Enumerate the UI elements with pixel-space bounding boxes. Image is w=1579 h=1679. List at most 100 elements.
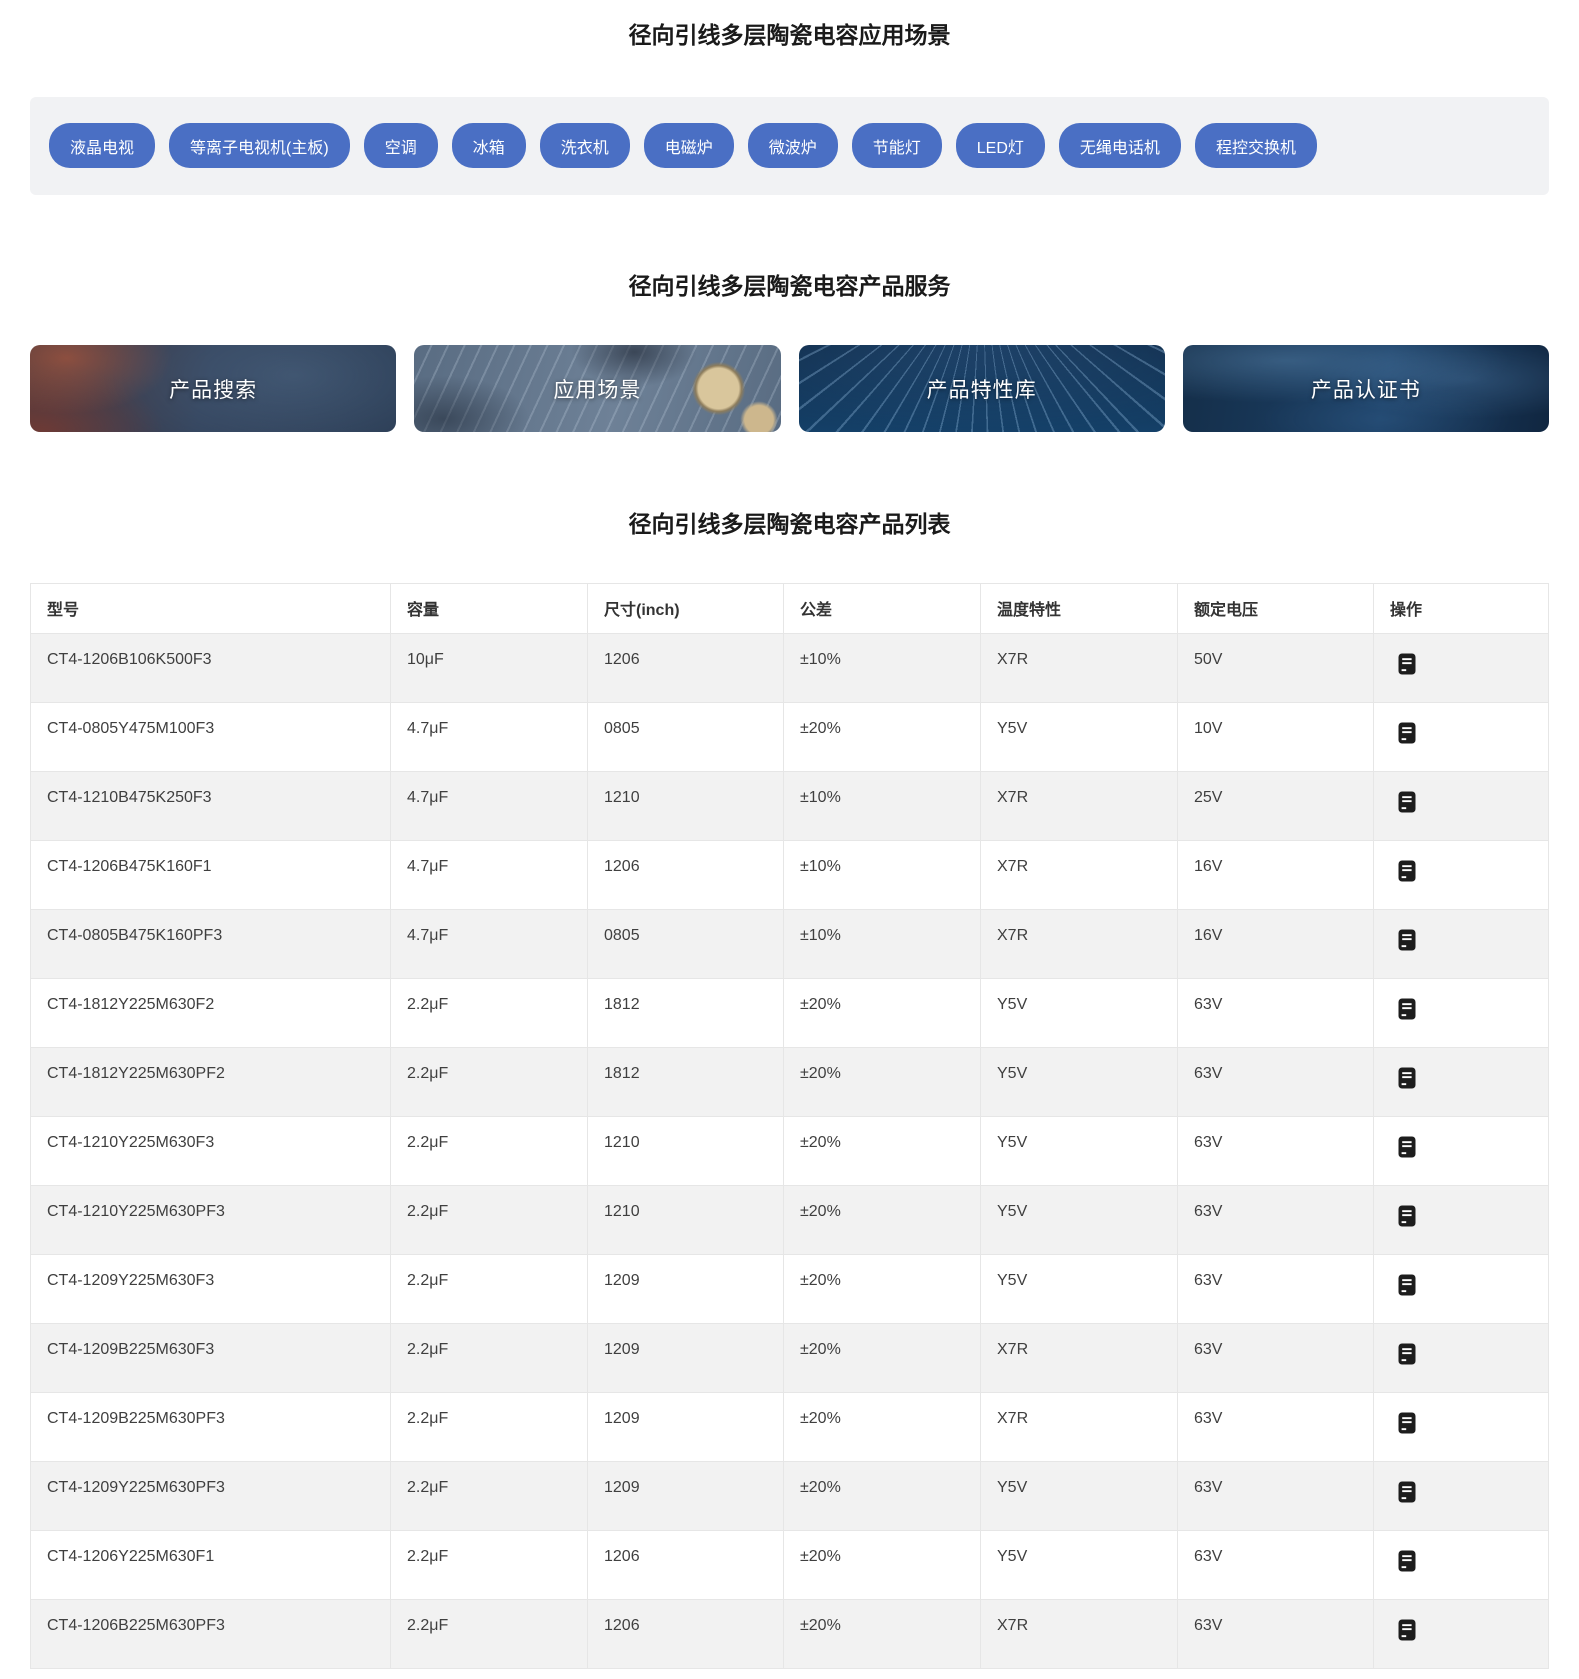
cell-temp: Y5V [980, 1460, 1178, 1531]
view-datasheet-button[interactable] [1394, 651, 1420, 677]
cell-model: CT4-1206B106K500F3 [30, 632, 391, 703]
view-datasheet-button[interactable] [1394, 1548, 1420, 1574]
cell-size: 1210 [587, 770, 784, 841]
view-datasheet-button[interactable] [1394, 720, 1420, 746]
cell-temp: Y5V [980, 1115, 1178, 1186]
book-icon [1398, 1619, 1416, 1641]
application-tag[interactable]: 程控交换机 [1194, 123, 1317, 169]
application-tag[interactable]: 电磁炉 [643, 123, 734, 169]
view-datasheet-button[interactable] [1394, 1410, 1420, 1436]
cell-tolerance: ±20% [783, 1460, 981, 1531]
col-header-temp: 温度特性 [980, 582, 1178, 634]
book-icon [1398, 860, 1416, 882]
banner-product-feature-library[interactable]: 产品特性库 [798, 345, 1165, 433]
cell-size: 1209 [587, 1460, 784, 1531]
view-datasheet-button[interactable] [1394, 1341, 1420, 1367]
cell-temp: Y5V [980, 1253, 1178, 1324]
cell-size: 1209 [587, 1322, 784, 1393]
banner-application-scenarios[interactable]: 应用场景 [414, 345, 781, 433]
banner-product-feature-library-label: 产品特性库 [926, 378, 1037, 402]
cell-voltage: 16V [1177, 839, 1374, 910]
cell-tolerance: ±20% [783, 1598, 981, 1669]
cell-size: 1209 [587, 1253, 784, 1324]
banner-product-certificates[interactable]: 产品认证书 [1182, 345, 1549, 433]
cell-model: CT4-1206B475K160F1 [30, 839, 391, 910]
cell-model: CT4-1210Y225M630F3 [30, 1115, 391, 1186]
banner-product-certificates-label: 产品认证书 [1310, 378, 1421, 402]
book-icon [1398, 929, 1416, 951]
application-tag[interactable]: 洗衣机 [539, 123, 630, 169]
cell-voltage: 63V [1177, 1460, 1374, 1531]
banner-product-search-label: 产品搜索 [169, 378, 258, 402]
cell-temp: Y5V [980, 1529, 1178, 1600]
cell-voltage: 63V [1177, 1115, 1374, 1186]
cell-tolerance: ±20% [783, 701, 981, 772]
application-tags: 液晶电视 等离子电视机(主板) 空调 冰箱 洗衣机 电磁炉 微波炉 节能灯 LED灯 无绳电话机程… [30, 96, 1549, 195]
application-tag[interactable]: 液晶电视 [49, 123, 156, 169]
cell-size: 1206 [587, 1598, 784, 1669]
application-tag[interactable]: 空调 [363, 123, 438, 169]
application-tag[interactable]: LED灯 [955, 123, 1045, 169]
table-row: CT4-1209B225M630PF3 2.2μF 1209 ±20% X7R … [30, 1391, 1549, 1462]
cell-tolerance: ±10% [783, 632, 981, 703]
book-icon [1398, 1067, 1416, 1089]
table-row: CT4-1210B475K250F3 4.7μF 1210 ±10% X7R 2… [30, 770, 1549, 841]
cell-capacity: 4.7μF [390, 908, 588, 979]
cell-model: CT4-1812Y225M630PF2 [30, 1046, 391, 1117]
product-table: 型号 容量 尺寸(inch) 公差 温度特性 额定电压 操作 CT4-1206B… [30, 582, 1549, 1669]
cell-tolerance: ±10% [783, 770, 981, 841]
book-icon [1398, 1481, 1416, 1503]
cell-size: 1210 [587, 1115, 784, 1186]
cell-capacity: 10μF [390, 632, 588, 703]
book-icon [1398, 1274, 1416, 1296]
cell-model: CT4-0805Y475M100F3 [30, 701, 391, 772]
table-row: CT4-1812Y225M630PF2 2.2μF 1812 ±20% Y5V … [30, 1046, 1549, 1117]
view-datasheet-button[interactable] [1394, 1203, 1420, 1229]
application-tag[interactable]: 无绳电话机 [1058, 123, 1181, 169]
cell-action [1373, 1115, 1549, 1186]
cell-voltage: 63V [1177, 1529, 1374, 1600]
cell-temp: X7R [980, 1391, 1178, 1462]
table-row: CT4-1206B225M630PF3 2.2μF 1206 ±20% X7R … [30, 1598, 1549, 1669]
cell-capacity: 2.2μF [390, 1046, 588, 1117]
cell-tolerance: ±20% [783, 977, 981, 1048]
banner-application-scenarios-label: 应用场景 [553, 378, 642, 402]
cell-tolerance: ±10% [783, 908, 981, 979]
view-datasheet-button[interactable] [1394, 1134, 1420, 1160]
cell-action [1373, 632, 1549, 703]
application-tag[interactable]: 等离子电视机(主板) [169, 123, 350, 169]
view-datasheet-button[interactable] [1394, 1617, 1420, 1643]
cell-capacity: 2.2μF [390, 1253, 588, 1324]
book-icon [1398, 722, 1416, 744]
table-row: CT4-1206B475K160F1 4.7μF 1206 ±10% X7R 1… [30, 839, 1549, 910]
cell-action [1373, 977, 1549, 1048]
view-datasheet-button[interactable] [1394, 1272, 1420, 1298]
view-datasheet-button[interactable] [1394, 927, 1420, 953]
col-header-size: 尺寸(inch) [587, 582, 784, 634]
view-datasheet-button[interactable] [1394, 1479, 1420, 1505]
application-tag[interactable]: 节能灯 [851, 123, 942, 169]
cell-temp: Y5V [980, 977, 1178, 1048]
cell-voltage: 63V [1177, 1184, 1374, 1255]
product-table-header: 型号 容量 尺寸(inch) 公差 温度特性 额定电压 操作 [30, 582, 1549, 634]
view-datasheet-button[interactable] [1394, 858, 1420, 884]
table-row: CT4-1210Y225M630PF3 2.2μF 1210 ±20% Y5V … [30, 1184, 1549, 1255]
banner-product-search[interactable]: 产品搜索 [30, 345, 397, 433]
application-tag[interactable]: 微波炉 [747, 123, 838, 169]
table-row: CT4-1209B225M630F3 2.2μF 1209 ±20% X7R 6… [30, 1322, 1549, 1393]
service-banners: 产品搜索 应用场景 产品特性库 产品认证书 [30, 345, 1549, 433]
cell-temp: Y5V [980, 1046, 1178, 1117]
application-tag[interactable]: 冰箱 [451, 123, 526, 169]
table-row: CT4-1206B106K500F3 10μF 1206 ±10% X7R 50… [30, 632, 1549, 703]
cell-voltage: 63V [1177, 1598, 1374, 1669]
cell-temp: X7R [980, 770, 1178, 841]
view-datasheet-button[interactable] [1394, 996, 1420, 1022]
view-datasheet-button[interactable] [1394, 789, 1420, 815]
view-datasheet-button[interactable] [1394, 1065, 1420, 1091]
cell-capacity: 2.2μF [390, 1184, 588, 1255]
table-row: CT4-1209Y225M630F3 2.2μF 1209 ±20% Y5V 6… [30, 1253, 1549, 1324]
table-row: CT4-1210Y225M630F3 2.2μF 1210 ±20% Y5V 6… [30, 1115, 1549, 1186]
cell-voltage: 63V [1177, 1391, 1374, 1462]
cell-capacity: 2.2μF [390, 1115, 588, 1186]
cell-action [1373, 1391, 1549, 1462]
